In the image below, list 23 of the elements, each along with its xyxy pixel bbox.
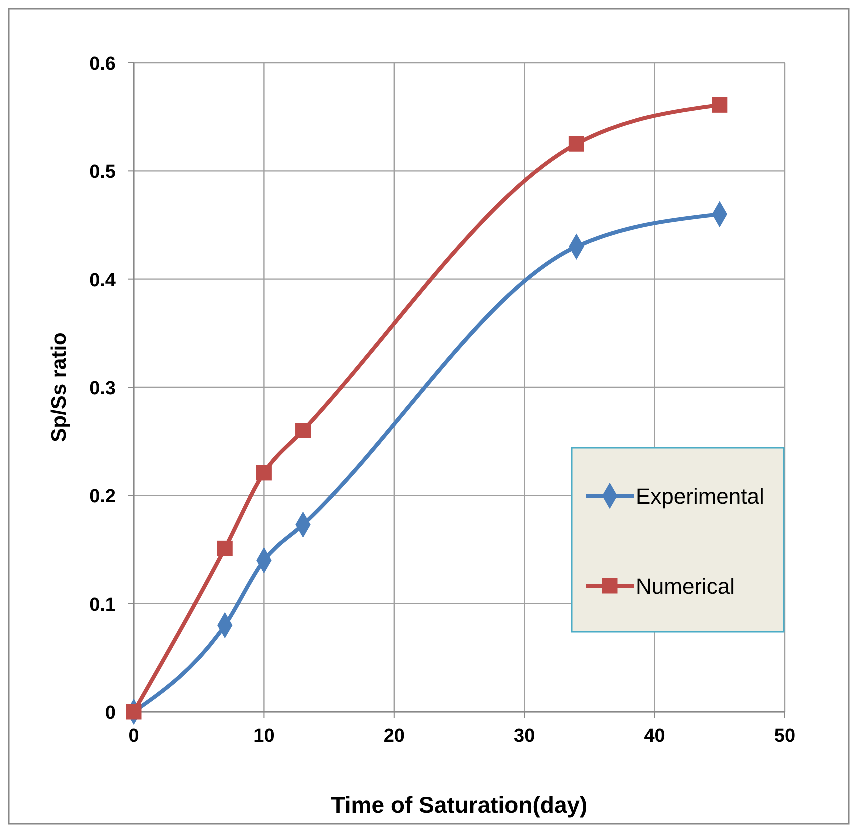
point — [712, 97, 728, 113]
legend-label: Experimental — [636, 484, 764, 509]
y-tick-label: 0 — [105, 703, 116, 724]
y-tick-label: 0.4 — [90, 270, 116, 292]
point — [256, 465, 272, 481]
y-axis-title: Sp/Ss ratio — [48, 332, 71, 442]
x-tick-label: 30 — [514, 726, 536, 747]
x-tick-label: 50 — [774, 726, 796, 747]
point — [126, 704, 142, 720]
legend-label: Numerical — [636, 574, 736, 599]
x-tick-label: 0 — [128, 726, 140, 747]
point — [296, 423, 312, 439]
y-tick-label: 0.1 — [90, 594, 116, 616]
x-axis-title: Time of Saturation(day) — [331, 792, 588, 818]
y-tick-label: 0.2 — [90, 486, 116, 508]
point — [568, 136, 584, 152]
y-tick-label: 0.5 — [90, 162, 116, 184]
y-tick-label: 0.6 — [90, 54, 116, 75]
x-tick-label: 40 — [644, 726, 666, 747]
point — [217, 540, 233, 556]
x-tick-label: 10 — [254, 726, 275, 747]
x-tick-label: 20 — [384, 726, 405, 747]
y-tick-label: 0.3 — [90, 378, 116, 400]
